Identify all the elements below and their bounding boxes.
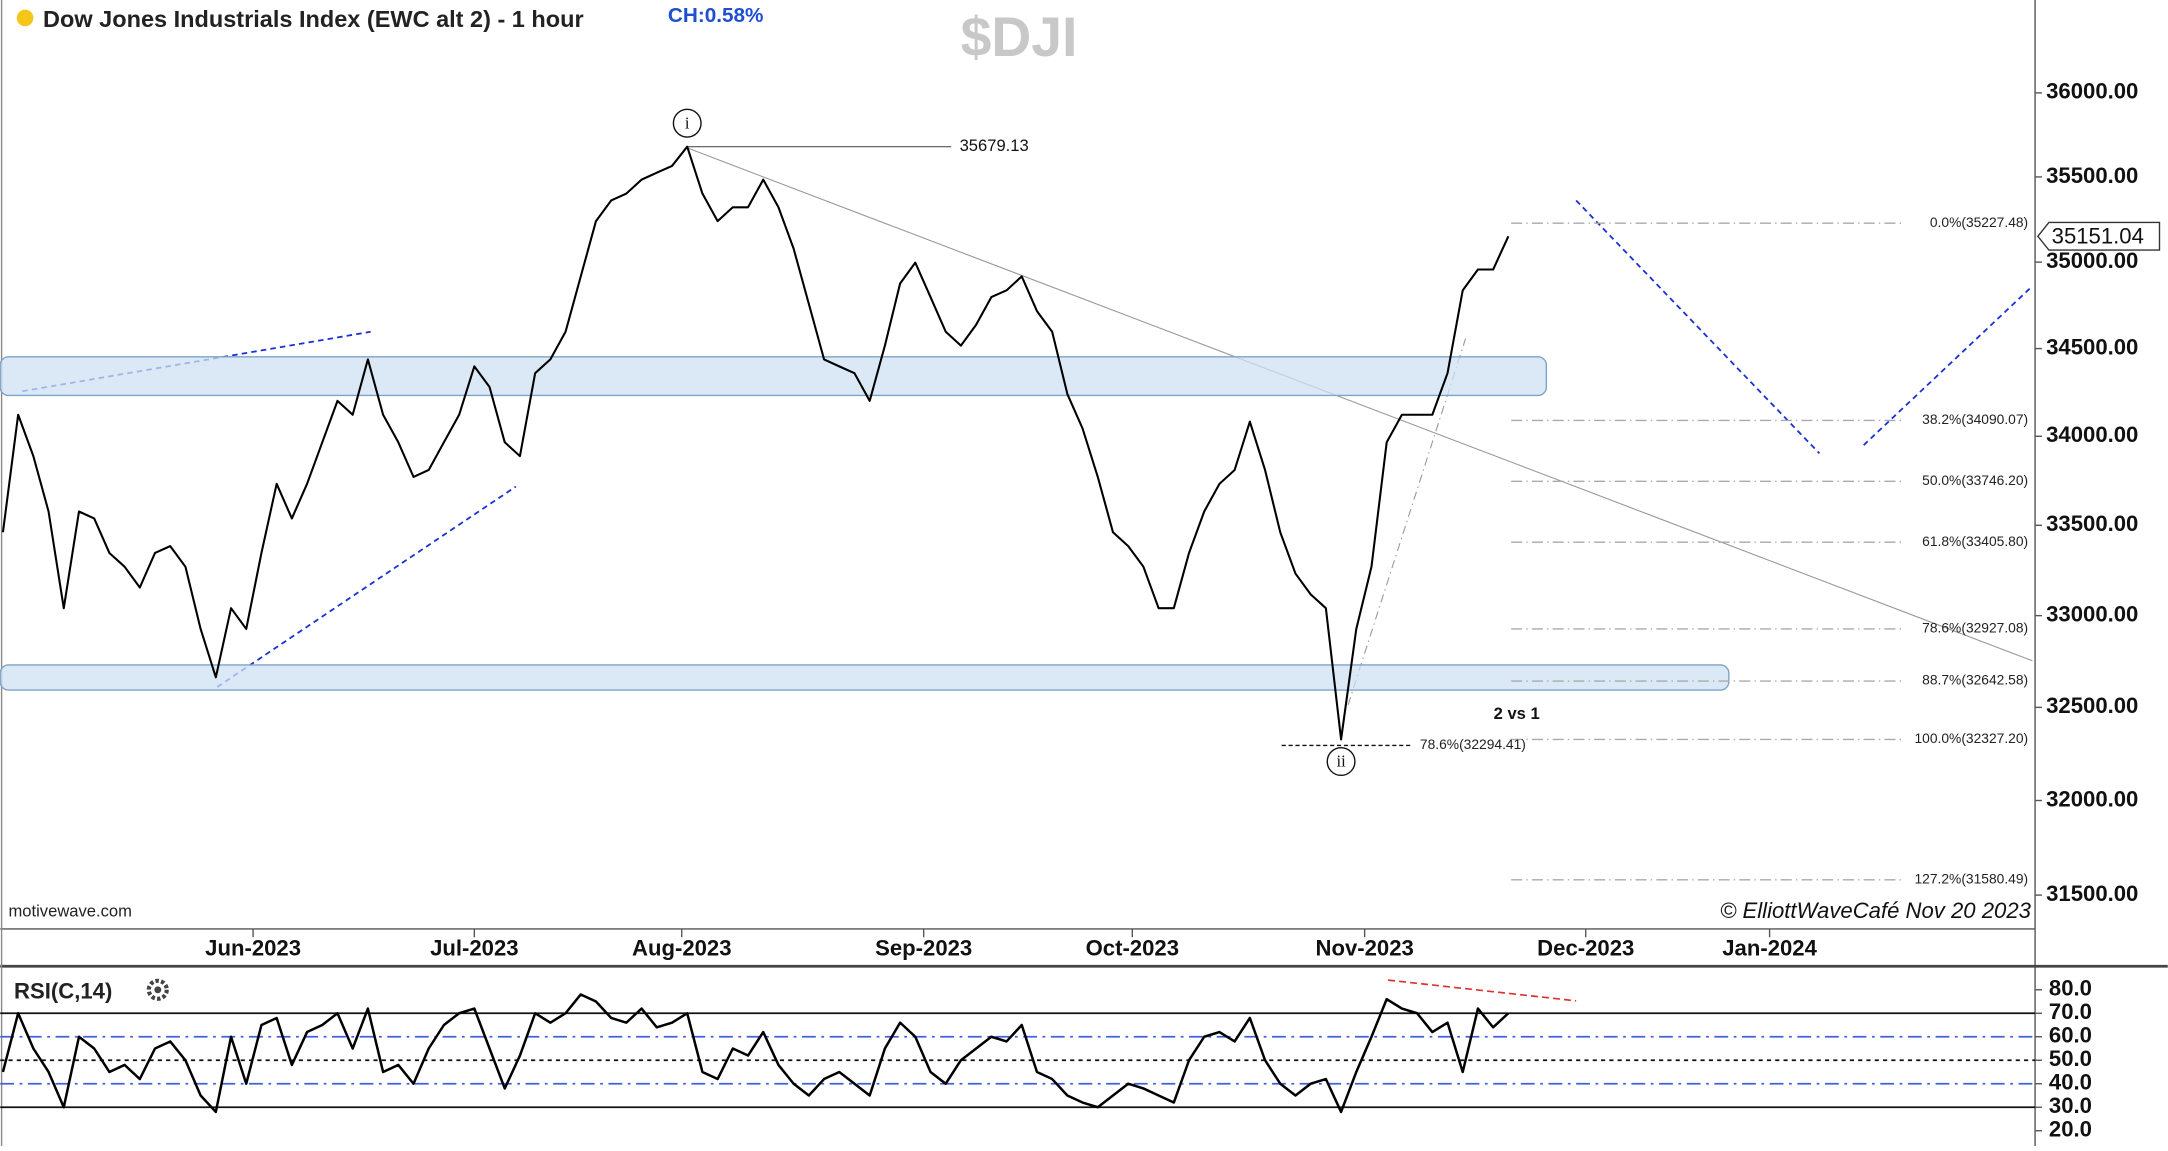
fib-label: 38.2%(34090.07) bbox=[1922, 411, 2028, 427]
y-tick-label: 40.0 bbox=[2049, 1070, 2092, 1095]
y-tick-label: 20.0 bbox=[2049, 1117, 2092, 1142]
copyright-label: © ElliottWaveCafé Nov 20 2023 bbox=[1720, 898, 2032, 923]
x-tick-label: Jul-2023 bbox=[430, 936, 519, 961]
indicator-title: RSI(C,14) bbox=[14, 978, 112, 1003]
fib-label: 61.8%(33405.80) bbox=[1922, 533, 2028, 549]
support-zone bbox=[0, 664, 1730, 691]
symbol-watermark: $DJI bbox=[961, 6, 1078, 68]
peak-label: 35679.13 bbox=[960, 136, 1029, 155]
price-line bbox=[1, 145, 1510, 741]
x-tick-label: Nov-2023 bbox=[1315, 936, 1413, 961]
wave-circle bbox=[672, 108, 702, 138]
divergence-line bbox=[1388, 979, 1577, 1002]
y-tick-label: 31500.00 bbox=[2046, 881, 2138, 906]
settings-icon[interactable] bbox=[146, 978, 169, 1001]
x-tick-label: Oct-2023 bbox=[1086, 936, 1179, 961]
annotation: 2 vs 1 bbox=[1494, 704, 1540, 723]
projection-line bbox=[1575, 199, 1821, 455]
fib-label: 50.0%(33746.20) bbox=[1922, 472, 2028, 488]
chart-title: Dow Jones Industrials Index (EWC alt 2) … bbox=[43, 6, 584, 32]
trend-line bbox=[216, 485, 517, 688]
fib-label: 88.7%(32642.58) bbox=[1922, 672, 2028, 688]
extension-label: 78.6%(32294.41) bbox=[1420, 736, 1526, 752]
price-line bbox=[1, 993, 1510, 1114]
fib-label: 78.6%(32927.08) bbox=[1922, 620, 2028, 636]
y-tick-label: 32500.00 bbox=[2046, 693, 2138, 718]
y-tick-label: 32000.00 bbox=[2046, 786, 2138, 811]
y-tick-label: 33000.00 bbox=[2046, 601, 2138, 626]
gear[interactable] bbox=[146, 978, 169, 1001]
y-tick-label: 60.0 bbox=[2049, 1023, 2092, 1048]
y-tick-label: 50.0 bbox=[2049, 1046, 2092, 1071]
wave-label: ii bbox=[1336, 752, 1346, 771]
fib-label: 0.0%(35227.48) bbox=[1930, 214, 2028, 230]
y-tick-label: 34500.00 bbox=[2046, 334, 2138, 359]
source-label: motivewave.com bbox=[9, 902, 132, 921]
x-tick-label: Dec-2023 bbox=[1537, 936, 1634, 961]
channel-line bbox=[1347, 338, 1467, 706]
x-tick-label: Jan-2024 bbox=[1722, 936, 1817, 961]
y-tick-label: 33500.00 bbox=[2046, 511, 2138, 536]
trend-line bbox=[687, 147, 2033, 662]
y-tick-label: 35000.00 bbox=[2046, 248, 2138, 273]
y-tick-label: 80.0 bbox=[2049, 976, 2092, 1001]
support-zone bbox=[0, 356, 1548, 397]
change-label: CH:0.58% bbox=[668, 4, 764, 27]
y-tick-label: 35500.00 bbox=[2046, 163, 2138, 188]
wave-circle bbox=[1326, 747, 1356, 777]
y-tick-label: 34000.00 bbox=[2046, 422, 2138, 447]
wave-label: i bbox=[685, 113, 690, 132]
x-tick-label: Sep-2023 bbox=[875, 936, 972, 961]
x-tick-label: Jun-2023 bbox=[205, 936, 301, 961]
status-dot bbox=[16, 9, 34, 27]
gear-hub[interactable] bbox=[154, 986, 162, 994]
fib-label: 100.0%(32327.20) bbox=[1914, 730, 2028, 746]
price-marker-label: 35151.04 bbox=[2052, 223, 2144, 248]
fib-label: 127.2%(31580.49) bbox=[1914, 870, 2028, 886]
x-tick-label: Aug-2023 bbox=[632, 936, 732, 961]
y-tick-label: 70.0 bbox=[2049, 999, 2092, 1024]
y-tick-label: 36000.00 bbox=[2046, 79, 2138, 104]
price-marker bbox=[2036, 221, 2161, 251]
y-tick-label: 30.0 bbox=[2049, 1093, 2092, 1118]
